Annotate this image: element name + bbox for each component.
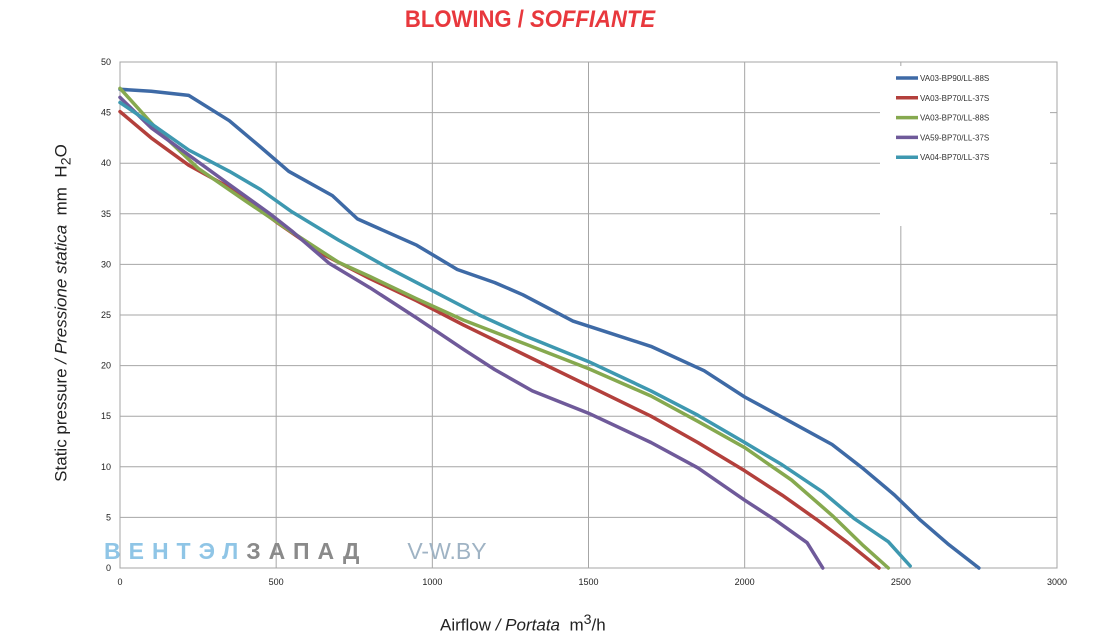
legend-entry-label: VA03-BP70/LL-88S [920, 114, 989, 123]
x-tick-label: 1500 [578, 577, 598, 587]
series-line [118, 100, 912, 568]
series-lines [118, 86, 981, 570]
y-tick-label: 40 [101, 158, 111, 168]
watermark: ВЕНТЭЛЗАПАД V-W.BY [104, 538, 487, 564]
x-tick-label: 0 [117, 577, 122, 587]
legend-entry-label: VA04-BP70/LL-37S [920, 153, 989, 162]
y-tick-label: 45 [101, 108, 111, 118]
x-tick-label: 500 [269, 577, 284, 587]
y-tick-label: 15 [101, 411, 111, 421]
legend-entry-label: VA03-BP90/LL-88S [920, 74, 989, 83]
series-line [118, 95, 825, 570]
y-tick-label: 5 [106, 512, 111, 522]
x-axis-label: Airflow / Portata m3/h [440, 612, 606, 635]
series-line [118, 87, 981, 570]
y-tick-label: 25 [101, 310, 111, 320]
legend: VA03-BP90/LL-88S VA03-BP70/LL-37S VA03-BP7… [880, 66, 1050, 226]
series-line [118, 109, 881, 570]
chart-title: BLOWING / SOFFIANTE [404, 6, 656, 33]
y-tick-label: 20 [101, 361, 111, 371]
y-tick-label: 35 [101, 209, 111, 219]
x-tick-label: 1000 [422, 577, 442, 587]
series-line [118, 86, 891, 570]
y-tick-label: 10 [101, 462, 111, 472]
x-tick-label: 2000 [735, 577, 755, 587]
y-tick-label: 0 [106, 563, 111, 573]
x-tick-label: 2500 [891, 577, 911, 587]
legend-entry-label: VA59-BP70/LL-37S [920, 133, 989, 142]
legend-box [880, 66, 1050, 226]
x-tick-label: 3000 [1047, 577, 1067, 587]
y-tick-label: 50 [101, 57, 111, 67]
y-tick-label: 30 [101, 259, 111, 269]
legend-entry-label: VA03-BP70/LL-37S [920, 94, 989, 103]
